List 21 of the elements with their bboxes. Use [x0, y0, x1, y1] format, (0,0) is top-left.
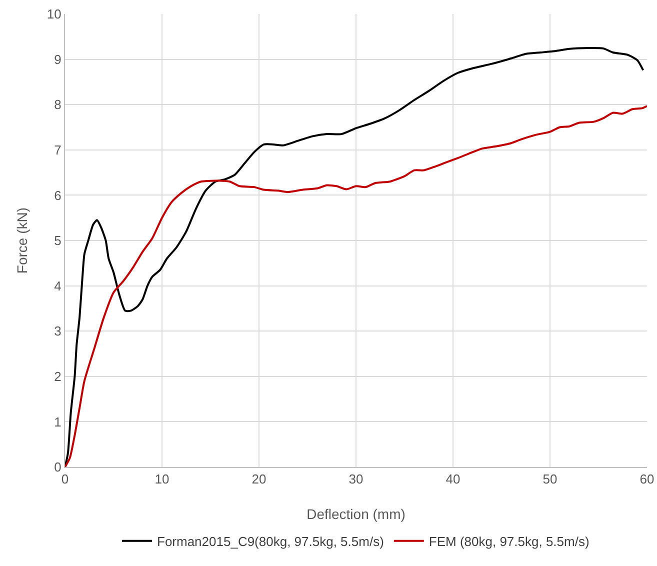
y-tick-label: 5 [54, 233, 62, 248]
y-tick-label: 6 [54, 188, 62, 203]
x-axis-title: Deflection (mm) [306, 506, 406, 522]
y-axis-title: Force (kN) [14, 207, 30, 274]
y-tick-label: 4 [54, 278, 62, 294]
x-tick-label: 30 [348, 472, 364, 487]
x-tick-label: 10 [154, 472, 170, 487]
x-tick-label: 50 [542, 472, 558, 487]
legend-label: FEM (80kg, 97.5kg, 5.5m/s) [428, 534, 590, 549]
y-tick-label: 10 [46, 6, 62, 22]
y-tick-label: 9 [54, 52, 62, 67]
y-tick-label: 7 [54, 142, 62, 158]
y-tick-label: 8 [54, 97, 62, 112]
x-tick-label: 40 [446, 472, 460, 487]
y-tick-label: 0 [54, 460, 62, 475]
y-tick-label: 2 [54, 368, 62, 384]
x-tick-label: 20 [252, 472, 266, 487]
x-tick-label: 60 [640, 472, 654, 487]
y-tick-label: 3 [54, 324, 62, 339]
legend-label: Forman2015_C9(80kg, 97.5kg, 5.5m/s) [157, 534, 384, 549]
y-tick-label: 1 [54, 414, 62, 430]
